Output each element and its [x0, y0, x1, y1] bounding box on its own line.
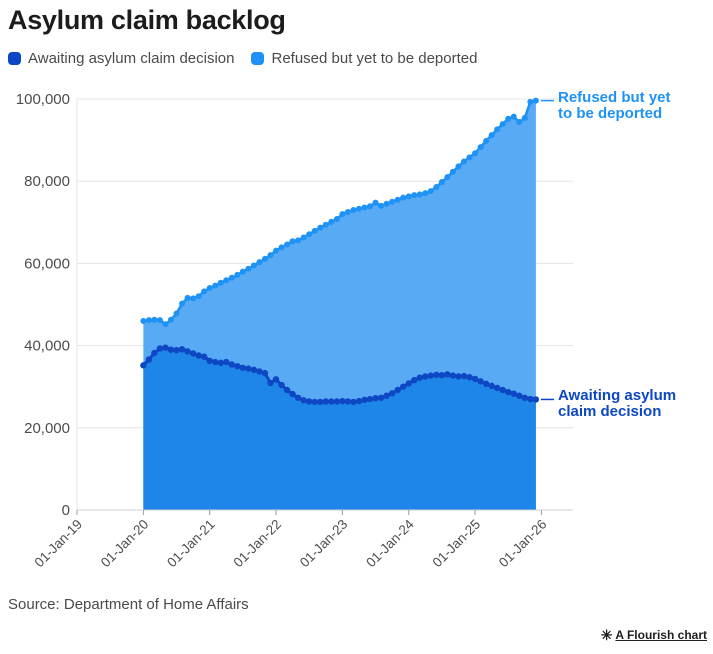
annotation-line: Awaiting asylum	[558, 387, 677, 404]
svg-text:01-Jan-19: 01-Jan-19	[32, 517, 86, 571]
area-awaiting	[143, 347, 536, 510]
legend-swatch-awaiting	[8, 52, 21, 65]
svg-text:01-Jan-25: 01-Jan-25	[430, 517, 484, 571]
svg-text:01-Jan-24: 01-Jan-24	[363, 516, 417, 570]
legend-label-refused: Refused but yet to be deported	[271, 50, 478, 67]
svg-text:01-Jan-26: 01-Jan-26	[496, 517, 550, 571]
svg-text:20,000: 20,000	[24, 420, 70, 437]
flourish-credit-label: A Flourish chart	[615, 628, 707, 642]
legend: Awaiting asylum claim decision Refused b…	[8, 50, 477, 67]
legend-swatch-refused	[251, 52, 265, 65]
svg-text:01-Jan-22: 01-Jan-22	[231, 517, 285, 571]
svg-text:100,000: 100,000	[16, 91, 70, 108]
svg-text:40,000: 40,000	[24, 338, 70, 355]
y-axis-labels: 0 20,000 40,000 60,000 80,000 100,000	[16, 91, 70, 519]
chart-title: Asylum claim backlog	[8, 5, 286, 35]
annotation-awaiting: Awaiting asylum claim decision	[558, 388, 676, 419]
svg-text:01-Jan-23: 01-Jan-23	[297, 517, 351, 571]
annotation-line: to be deported	[558, 104, 663, 122]
svg-text:60,000: 60,000	[24, 255, 70, 272]
annotation-line: claim decision	[558, 402, 662, 420]
legend-item-refused: Refused but yet to be deported	[251, 50, 477, 67]
line-awaiting	[140, 344, 540, 406]
annotation-line: Refused but yet	[558, 89, 671, 106]
x-axis	[76, 509, 573, 515]
source-note: Source: Department of Home Affairs	[8, 596, 249, 613]
line-refused	[140, 97, 539, 328]
legend-item-awaiting: Awaiting asylum claim decision	[8, 50, 234, 67]
svg-text:01-Jan-20: 01-Jan-20	[98, 517, 152, 571]
legend-label-awaiting: Awaiting asylum claim decision	[28, 50, 235, 67]
flourish-credit[interactable]: ✳ A Flourish chart	[601, 628, 707, 642]
flourish-logo-icon: ✳	[600, 627, 613, 643]
svg-text:0: 0	[62, 502, 70, 519]
svg-text:80,000: 80,000	[24, 173, 70, 190]
x-axis-labels: 01-Jan-19 01-Jan-20 01-Jan-21 01-Jan-22 01-J…	[32, 516, 550, 570]
svg-text:01-Jan-21: 01-Jan-21	[164, 517, 218, 571]
annotation-connectors	[540, 99, 554, 401]
annotation-refused: Refused but yet to be deported	[558, 90, 671, 121]
